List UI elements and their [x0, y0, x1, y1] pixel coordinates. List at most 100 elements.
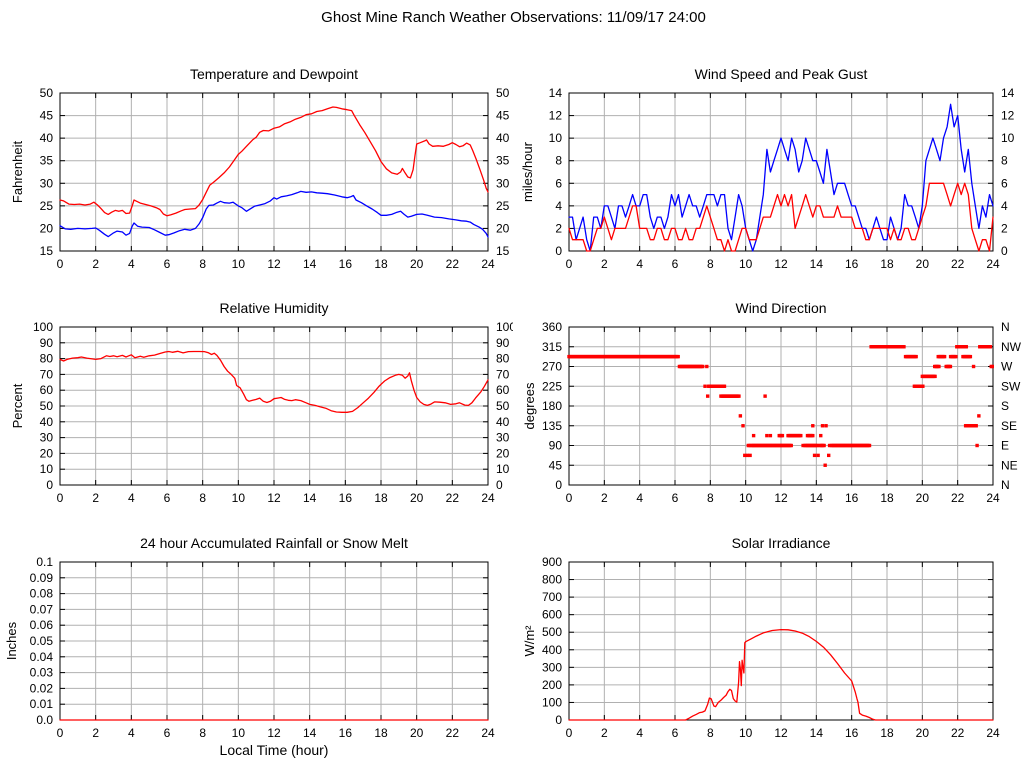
svg-text:24: 24	[481, 491, 495, 505]
svg-text:15: 15	[496, 244, 510, 258]
svg-text:35: 35	[496, 154, 510, 168]
svg-text:0: 0	[566, 491, 573, 505]
svg-text:14: 14	[303, 257, 317, 271]
svg-text:4: 4	[555, 199, 562, 213]
svg-text:0.08: 0.08	[30, 587, 54, 601]
svg-text:6: 6	[1001, 176, 1008, 190]
svg-text:900: 900	[542, 555, 562, 569]
svg-text:20: 20	[410, 726, 424, 740]
svg-text:Fahrenheit: Fahrenheit	[10, 141, 25, 204]
svg-text:30: 30	[496, 176, 510, 190]
svg-text:18: 18	[880, 726, 894, 740]
svg-text:18: 18	[374, 257, 388, 271]
svg-text:0.0: 0.0	[36, 713, 53, 727]
svg-text:8: 8	[707, 257, 714, 271]
svg-text:14: 14	[549, 86, 563, 100]
svg-text:16: 16	[339, 257, 353, 271]
svg-text:0: 0	[57, 491, 64, 505]
svg-text:N: N	[1001, 320, 1010, 334]
svg-text:8: 8	[707, 491, 714, 505]
svg-text:0.03: 0.03	[30, 666, 54, 680]
chart-temperature-dewpoint: 0 2 4 6 8 10 12 14 16 18 20 22 24 15 15 20 20 25 25 30 30 35 3…	[0, 48, 513, 288]
svg-text:8: 8	[199, 726, 206, 740]
svg-text:8: 8	[707, 726, 714, 740]
svg-text:14: 14	[810, 726, 824, 740]
svg-text:0: 0	[555, 478, 562, 492]
svg-text:0: 0	[57, 726, 64, 740]
svg-text:600: 600	[542, 608, 562, 622]
svg-text:14: 14	[303, 491, 317, 505]
svg-text:35: 35	[40, 154, 54, 168]
svg-text:20: 20	[40, 446, 54, 460]
svg-text:6: 6	[164, 491, 171, 505]
svg-text:24 hour Accumulated Rainfall o: 24 hour Accumulated Rainfall or Snow Mel…	[140, 535, 408, 551]
svg-text:50: 50	[496, 399, 510, 413]
svg-text:24: 24	[481, 726, 495, 740]
svg-text:0.1: 0.1	[36, 555, 53, 569]
svg-text:NW: NW	[1001, 340, 1022, 354]
svg-text:10: 10	[739, 726, 753, 740]
svg-text:12: 12	[267, 491, 281, 505]
svg-text:40: 40	[496, 131, 510, 145]
svg-text:6: 6	[672, 726, 679, 740]
page-title: Ghost Mine Ranch Weather Observations: 1…	[321, 9, 706, 26]
svg-text:24: 24	[481, 257, 495, 271]
svg-text:2: 2	[92, 491, 99, 505]
svg-text:22: 22	[446, 257, 460, 271]
svg-text:6: 6	[164, 257, 171, 271]
svg-text:10: 10	[549, 131, 563, 145]
svg-text:360: 360	[542, 320, 562, 334]
svg-text:4: 4	[636, 726, 643, 740]
svg-text:2: 2	[555, 221, 562, 235]
svg-text:12: 12	[549, 109, 563, 123]
chart-rainfall: 0 2 4 6 8 10 12 14 16 18 20 22 24 0.0 0.01 0.02 0.03 0.04…	[0, 518, 513, 758]
svg-text:18: 18	[880, 257, 894, 271]
svg-text:90: 90	[549, 439, 563, 453]
svg-text:0.01: 0.01	[30, 697, 54, 711]
svg-text:0: 0	[555, 244, 562, 258]
svg-text:100: 100	[496, 320, 513, 334]
svg-text:SW: SW	[1001, 379, 1021, 393]
svg-text:16: 16	[845, 491, 859, 505]
svg-text:2: 2	[601, 491, 608, 505]
svg-text:12: 12	[774, 257, 788, 271]
svg-text:8: 8	[1001, 154, 1008, 168]
svg-text:18: 18	[880, 491, 894, 505]
svg-text:225: 225	[542, 379, 562, 393]
svg-text:18: 18	[374, 491, 388, 505]
svg-text:miles/hour: miles/hour	[520, 141, 535, 202]
svg-text:Inches: Inches	[4, 621, 19, 660]
svg-text:0: 0	[555, 713, 562, 727]
svg-text:80: 80	[40, 352, 54, 366]
svg-text:4: 4	[636, 257, 643, 271]
svg-text:100: 100	[542, 695, 562, 709]
svg-text:12: 12	[1001, 109, 1015, 123]
svg-text:12: 12	[774, 726, 788, 740]
svg-text:E: E	[1001, 439, 1009, 453]
svg-text:NE: NE	[1001, 458, 1018, 472]
svg-text:8: 8	[555, 154, 562, 168]
svg-text:2: 2	[1001, 221, 1008, 235]
svg-text:20: 20	[496, 221, 510, 235]
svg-text:W: W	[1001, 360, 1013, 374]
svg-text:700: 700	[542, 590, 562, 604]
svg-text:22: 22	[951, 257, 965, 271]
svg-text:135: 135	[542, 419, 562, 433]
svg-text:0.04: 0.04	[30, 650, 54, 664]
chart-solar-irradiance: 0 2 4 6 8 10 12 14 16 18 20 22 24 0 100 200 300 400 500 600…	[514, 518, 1027, 758]
svg-text:16: 16	[339, 726, 353, 740]
svg-text:315: 315	[542, 340, 562, 354]
svg-text:4: 4	[128, 491, 135, 505]
svg-text:0.02: 0.02	[30, 681, 54, 695]
svg-text:45: 45	[496, 109, 510, 123]
svg-text:10: 10	[232, 726, 246, 740]
svg-text:0.05: 0.05	[30, 634, 54, 648]
svg-text:24: 24	[986, 491, 1000, 505]
svg-text:Relative Humidity: Relative Humidity	[220, 300, 329, 316]
svg-text:2: 2	[601, 726, 608, 740]
svg-text:10: 10	[1001, 131, 1015, 145]
svg-text:800: 800	[542, 573, 562, 587]
